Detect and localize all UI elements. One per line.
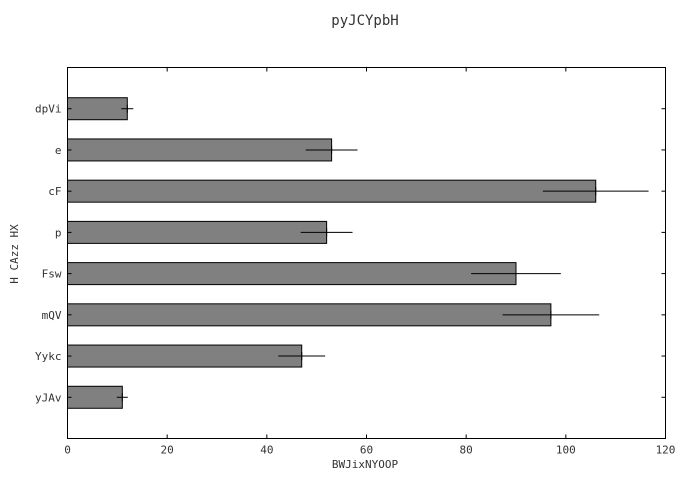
bar (67, 138, 333, 162)
bar (67, 179, 597, 203)
bar (67, 220, 328, 244)
x-tick-label: 80 (460, 444, 473, 457)
y-tick-label: mQV (42, 309, 62, 322)
x-tick-label: 0 (64, 444, 71, 457)
y-tick-label: Yykc (35, 350, 62, 363)
y-axis-label: H CAzz HX (8, 224, 21, 284)
bar (67, 385, 123, 409)
bar (67, 97, 128, 121)
bar (67, 303, 552, 327)
y-tick-label: Fsw (42, 268, 62, 281)
x-tick-label: 40 (260, 444, 273, 457)
bar (67, 262, 517, 286)
y-tick-label: p (55, 226, 62, 239)
bar (67, 344, 303, 368)
x-tick-label: 60 (360, 444, 373, 457)
x-tick-label: 20 (161, 444, 174, 457)
y-tick-label: e (55, 144, 62, 157)
x-tick-label: 100 (556, 444, 576, 457)
chart-title: pyJCYpbH (331, 13, 398, 29)
chart-marks: 0 20 40 60 80 100 120 dpVi e cF p Fsw mQV Yykc yJAv (35, 67, 676, 457)
x-axis-label: BWJixNYOOP (332, 458, 399, 471)
y-tick-label: dpVi (35, 103, 62, 116)
plot-frame (67, 67, 666, 439)
y-tick-label: yJAv (35, 391, 62, 404)
x-tick-label: 120 (656, 444, 676, 457)
y-tick-label: cF (48, 185, 61, 198)
